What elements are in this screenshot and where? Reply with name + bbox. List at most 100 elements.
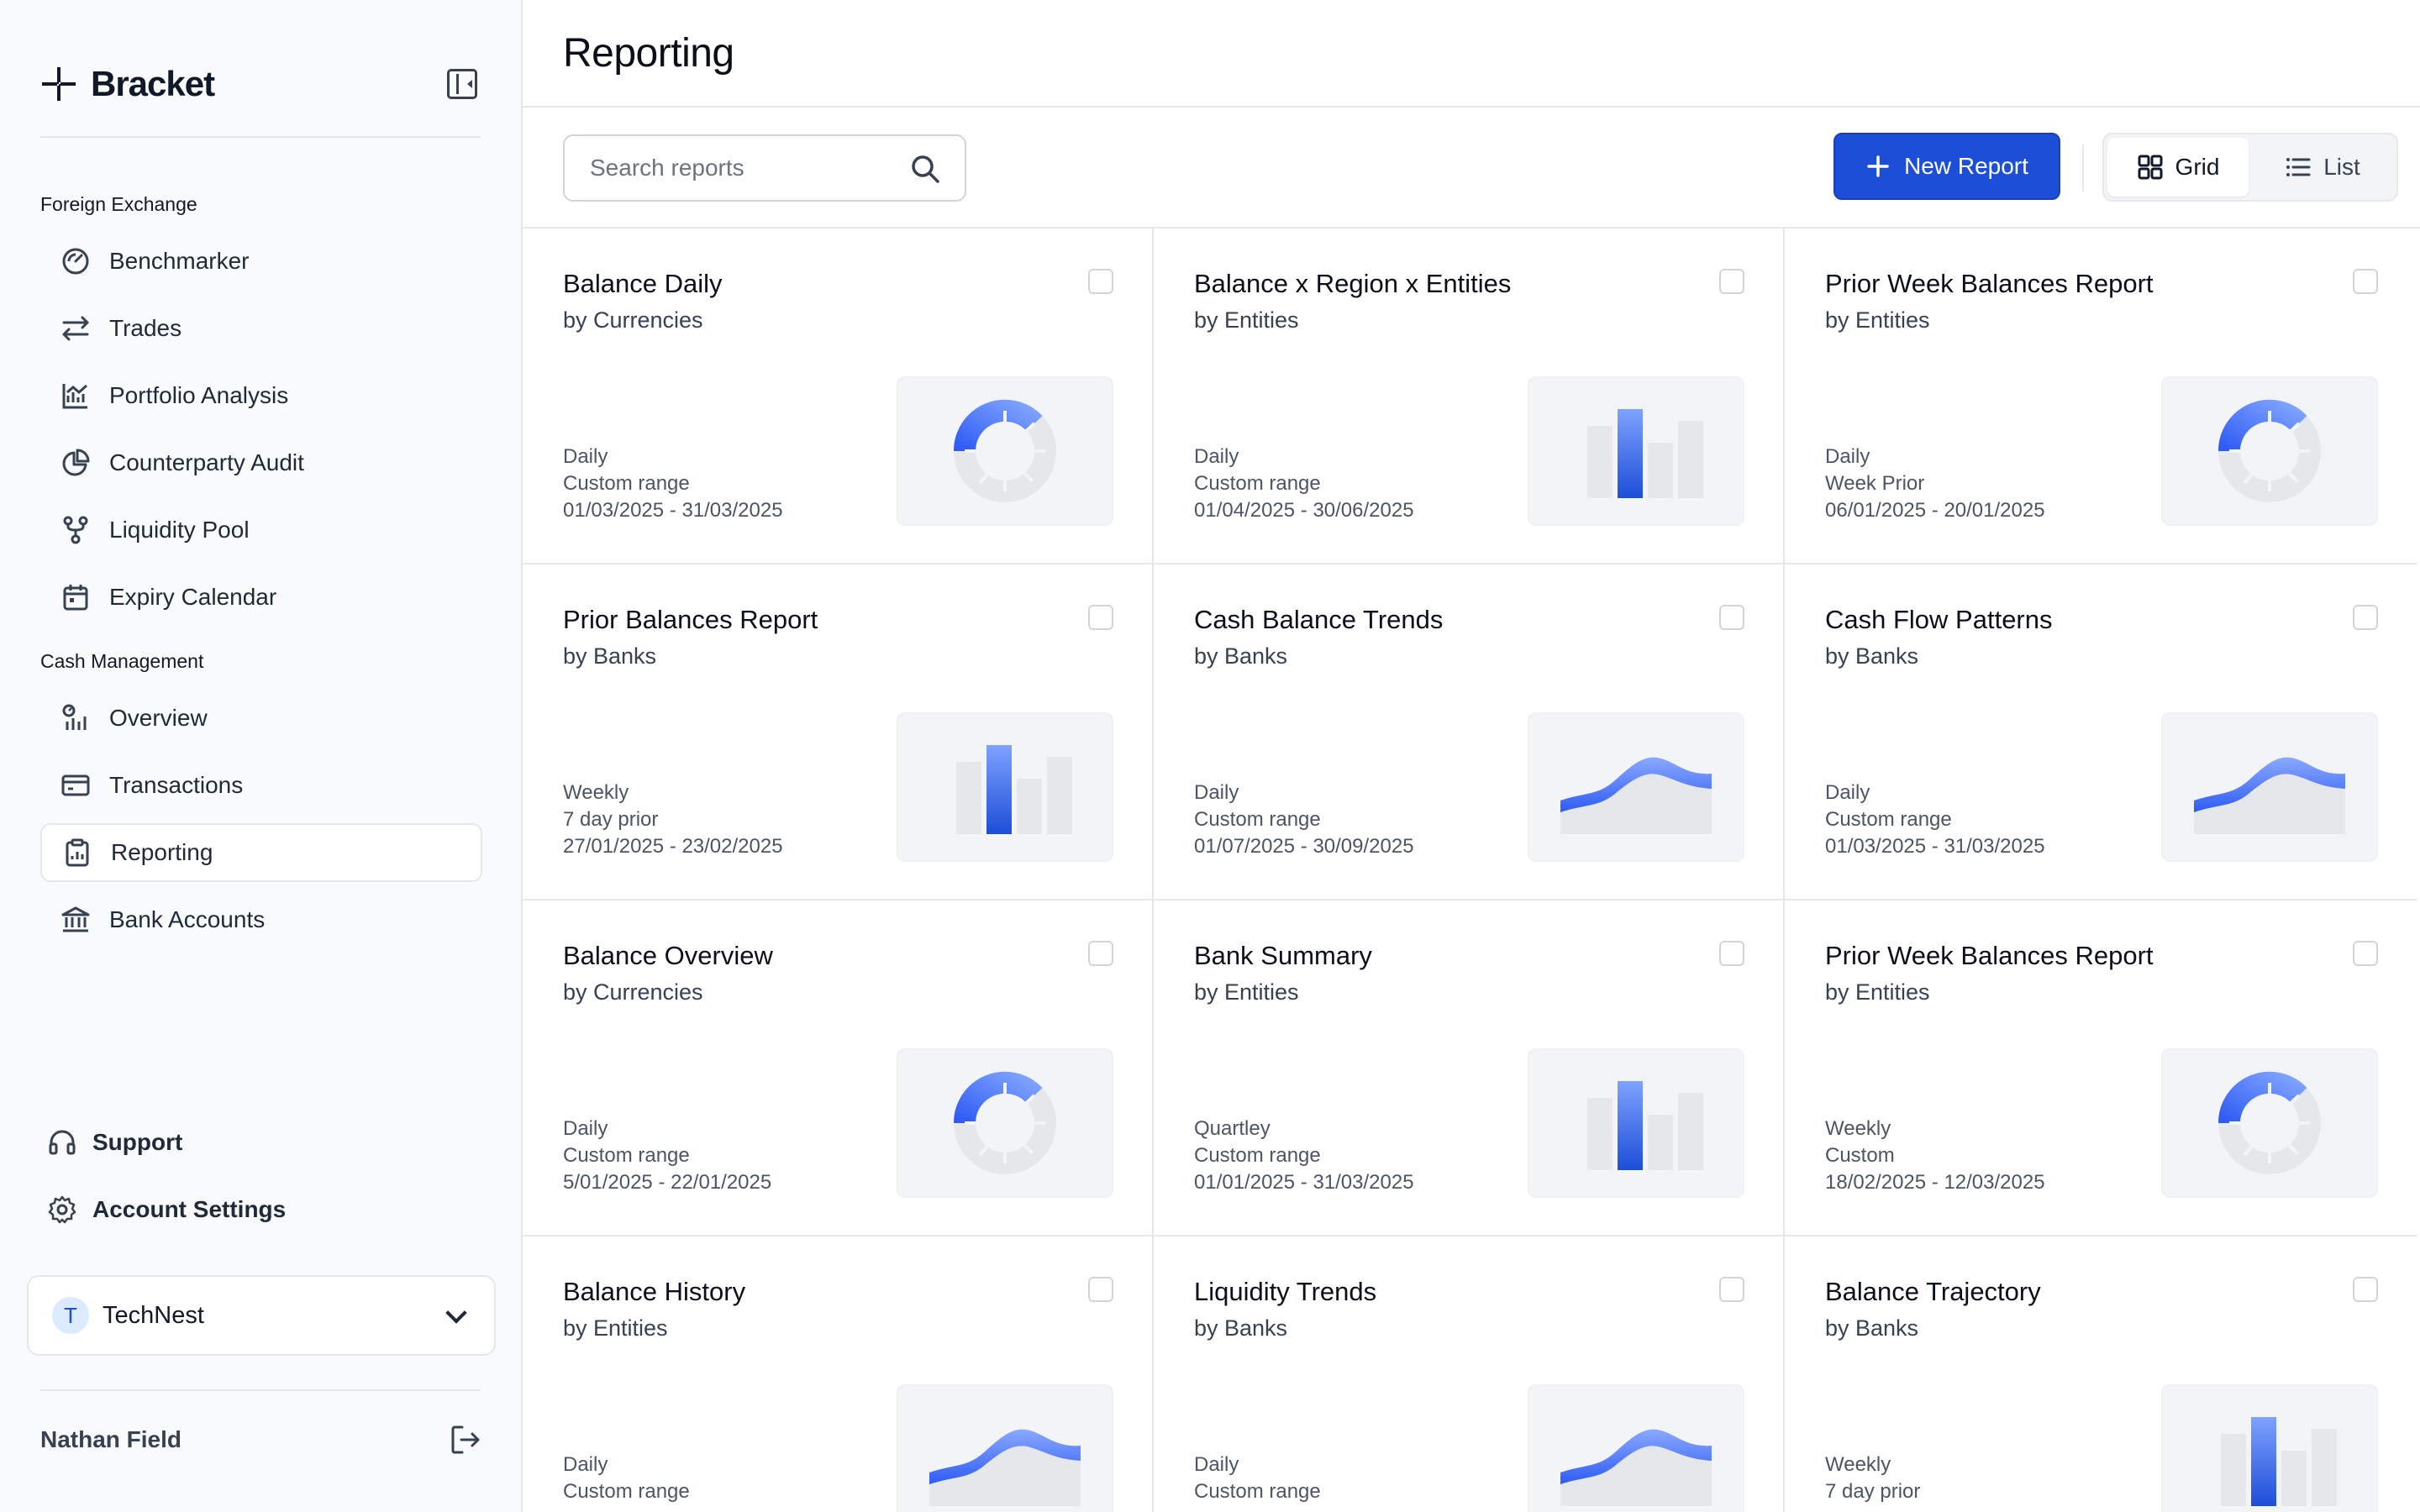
- search-input[interactable]: [590, 155, 892, 181]
- sidebar-item-label: Transactions: [109, 772, 244, 798]
- overview-icon: [62, 704, 87, 730]
- report-select-checkbox[interactable]: [2353, 941, 2378, 966]
- logout-icon[interactable]: [449, 1423, 482, 1457]
- sidebar-item-label: Bank Accounts: [109, 906, 266, 932]
- report-thumbnail: [897, 1384, 1113, 1512]
- report-select-checkbox[interactable]: [2353, 605, 2378, 630]
- report-dates: 27/01/2025 - 23/02/2025: [563, 835, 783, 858]
- list-view-label: List: [2323, 154, 2360, 180]
- new-report-button[interactable]: New Report: [1833, 133, 2060, 200]
- sidebar-item-transactions[interactable]: Transactions: [40, 756, 482, 815]
- support-link[interactable]: Support: [47, 1127, 182, 1158]
- search-box[interactable]: [563, 134, 966, 202]
- report-card[interactable]: Balance x Region x Entities by Entities Da…: [1154, 228, 1785, 564]
- report-meta: Daily Custom range 01/04/2025 - 30/06/2025: [1194, 444, 1414, 524]
- report-grouping: by Banks: [1194, 1315, 1288, 1341]
- report-frequency: Weekly: [1825, 1453, 1891, 1476]
- toolbar-separator: [2082, 144, 2084, 192]
- report-select-checkbox[interactable]: [1088, 1277, 1113, 1302]
- report-select-checkbox[interactable]: [1719, 941, 1744, 966]
- grid-view-button[interactable]: Grid: [2107, 138, 2249, 197]
- report-card[interactable]: Balance History by Entities Daily Custom ra…: [523, 1236, 1154, 1512]
- account-settings-link[interactable]: Account Settings: [47, 1194, 286, 1225]
- grid-icon: [2138, 155, 2163, 180]
- report-range-type: Custom range: [1825, 808, 1952, 831]
- toolbar: New Report Grid List: [523, 108, 2420, 228]
- area-chart-thumbnail: [1560, 757, 1712, 834]
- gear-icon: [48, 1195, 76, 1224]
- bank-icon: [61, 906, 90, 932]
- report-card[interactable]: Bank Summary by Entities Quartley Custom ra…: [1154, 900, 1785, 1236]
- report-grouping: by Entities: [1194, 307, 1299, 333]
- report-meta: Weekly 7 day prior: [1825, 1452, 1920, 1505]
- sidebar-divider: [40, 136, 481, 138]
- sidebar-item-bank-accounts[interactable]: Bank Accounts: [40, 890, 482, 949]
- sidebar-item-counterparty-audit[interactable]: Counterparty Audit: [40, 433, 482, 492]
- report-card[interactable]: Cash Balance Trends by Banks Daily Custom r…: [1154, 564, 1785, 900]
- report-card[interactable]: Balance Overview by Currencies Daily Custom…: [523, 900, 1154, 1236]
- report-card[interactable]: Liquidity Trends by Banks Daily Custom rang…: [1154, 1236, 1785, 1512]
- report-grouping: by Entities: [563, 1315, 668, 1341]
- report-range-type: Custom range: [1194, 1144, 1321, 1167]
- donut-chart-thumbnail: [2217, 1071, 2321, 1174]
- report-range-type: Custom: [1825, 1144, 1895, 1167]
- new-report-label: New Report: [1904, 153, 2028, 179]
- pie-chart-icon: [62, 449, 90, 476]
- card-icon: [61, 774, 90, 796]
- report-range-type: Custom range: [563, 472, 690, 495]
- report-title: Prior Balances Report: [563, 605, 818, 634]
- report-select-checkbox[interactable]: [1719, 269, 1744, 294]
- brand-name: Bracket: [91, 64, 215, 103]
- arrows-swap-icon: [62, 316, 89, 341]
- report-title: Balance History: [563, 1277, 746, 1306]
- report-range-type: Custom range: [563, 1144, 690, 1167]
- report-title: Bank Summary: [1194, 941, 1372, 970]
- area-chart-thumbnail: [1560, 1429, 1712, 1506]
- report-title: Cash Flow Patterns: [1825, 605, 2053, 634]
- list-view-button[interactable]: List: [2252, 138, 2393, 197]
- sidebar-item-overview[interactable]: Overview: [40, 689, 482, 748]
- sidebar-item-trades[interactable]: Trades: [40, 299, 482, 358]
- report-select-checkbox[interactable]: [1088, 941, 1113, 966]
- report-card[interactable]: Prior Week Balances Report by Entities Wee…: [1785, 900, 2417, 1236]
- report-select-checkbox[interactable]: [1088, 269, 1113, 294]
- report-frequency: Daily: [563, 445, 608, 468]
- report-select-checkbox[interactable]: [1088, 605, 1113, 630]
- report-select-checkbox[interactable]: [1719, 1277, 1744, 1302]
- report-card[interactable]: Balance Daily by Currencies Daily Custom ra…: [523, 228, 1154, 564]
- sidebar-item-reporting[interactable]: Reporting: [40, 823, 482, 882]
- main-content: Reporting New Report Grid List: [523, 0, 2420, 1512]
- report-range-type: Custom range: [1194, 1480, 1321, 1503]
- sidebar-divider: [40, 1389, 481, 1391]
- sidebar-collapse-icon[interactable]: [447, 69, 477, 99]
- report-meta: Daily Custom range: [1194, 1452, 1321, 1505]
- report-frequency: Daily: [563, 1117, 608, 1140]
- section-label-cash-management: Cash Management: [40, 650, 204, 672]
- report-card[interactable]: Prior Balances Report by Banks Weekly 7 day…: [523, 564, 1154, 900]
- report-select-checkbox[interactable]: [1719, 605, 1744, 630]
- sidebar-item-label: Overview: [109, 705, 208, 731]
- report-range-type: Custom range: [563, 1480, 690, 1503]
- sidebar-item-benchmarker[interactable]: Benchmarker: [40, 232, 482, 291]
- sidebar-item-portfolio-analysis[interactable]: Portfolio Analysis: [40, 366, 482, 425]
- brand-logo[interactable]: Bracket: [40, 64, 215, 104]
- report-frequency: Quartley: [1194, 1117, 1270, 1140]
- report-card[interactable]: Prior Week Balances Report by Entities Dai…: [1785, 228, 2417, 564]
- report-grouping: by Currencies: [563, 307, 703, 333]
- user-name: Nathan Field: [40, 1426, 182, 1452]
- sidebar-item-expiry-calendar[interactable]: Expiry Calendar: [40, 568, 482, 627]
- report-card[interactable]: Cash Flow Patterns by Banks Daily Custom ra…: [1785, 564, 2417, 900]
- search-icon[interactable]: [909, 153, 941, 185]
- report-thumbnail: [2161, 376, 2378, 526]
- sidebar-item-liquidity-pool[interactable]: Liquidity Pool: [40, 501, 482, 559]
- report-select-checkbox[interactable]: [2353, 269, 2378, 294]
- bar-chart-thumbnail: [2221, 1417, 2337, 1506]
- report-select-checkbox[interactable]: [2353, 1277, 2378, 1302]
- chevron-down-icon: [445, 1302, 467, 1324]
- organization-select[interactable]: T TechNest: [27, 1275, 496, 1356]
- report-dates: 5/01/2025 - 22/01/2025: [563, 1171, 772, 1194]
- report-dates: 01/01/2025 - 31/03/2025: [1194, 1171, 1414, 1194]
- report-meta: Daily Custom range: [563, 1452, 690, 1505]
- report-card[interactable]: Balance Trajectory by Banks Weekly 7 day pr…: [1785, 1236, 2417, 1512]
- sidebar: Bracket Foreign Exchange Benchmarker Tra…: [0, 0, 523, 1512]
